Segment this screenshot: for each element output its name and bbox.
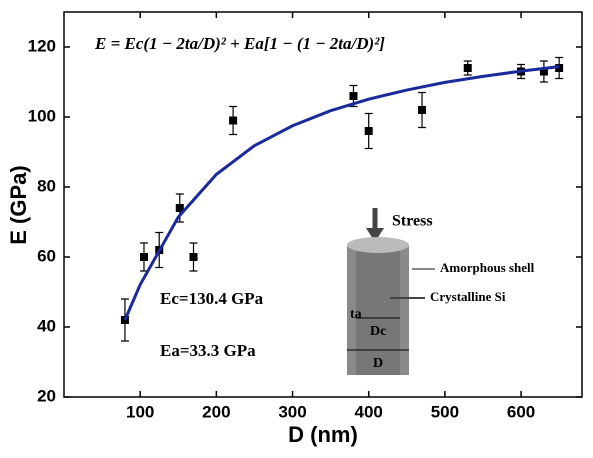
point [349,92,358,100]
annotation: Ea=33.3 GPa [160,341,256,360]
inset-label: Stress [392,213,433,230]
y-tick-label: 100 [28,106,56,125]
x-tick-label: 200 [202,402,230,421]
cylinder-core [356,245,400,375]
formula: E = Ec(1 − 2ta/D)² + Ea[1 − (1 − 2ta/D)²… [94,34,385,53]
y-tick-label: 80 [37,176,56,195]
plot-frame [63,11,583,398]
x-tick-label: 300 [278,402,306,421]
cylinder-top [347,237,409,253]
inset-label: Crystalline Si [430,289,506,304]
point [175,204,184,212]
x-tick-label: 500 [431,402,459,421]
point [189,253,198,261]
point [539,67,548,76]
x-axis-label: D (nm) [288,422,358,447]
x-tick-label: 100 [126,402,154,421]
x-tick-label: 600 [507,402,535,421]
y-tick-label: 60 [37,246,56,265]
inset-label: D [373,356,383,371]
point [229,116,238,125]
annotation: Ec=130.4 GPa [160,289,264,308]
point [364,127,373,135]
inset: Stress Amorphous shell Crystalline Si ta… [347,208,535,375]
point [418,106,427,114]
arrow-head [366,228,384,242]
y-tick-label: 120 [28,36,56,55]
y-tick-label: 20 [37,386,56,405]
x-tick-label: 400 [355,402,383,421]
y-tick-label: 40 [37,316,56,335]
inset-label: Dc [370,324,386,339]
point [463,64,472,72]
inset-label: Amorphous shell [440,260,535,275]
fit-curve [123,65,560,321]
inset-label: ta [350,307,362,322]
point [139,253,148,261]
y-axis-label: E (GPa) [6,165,31,244]
